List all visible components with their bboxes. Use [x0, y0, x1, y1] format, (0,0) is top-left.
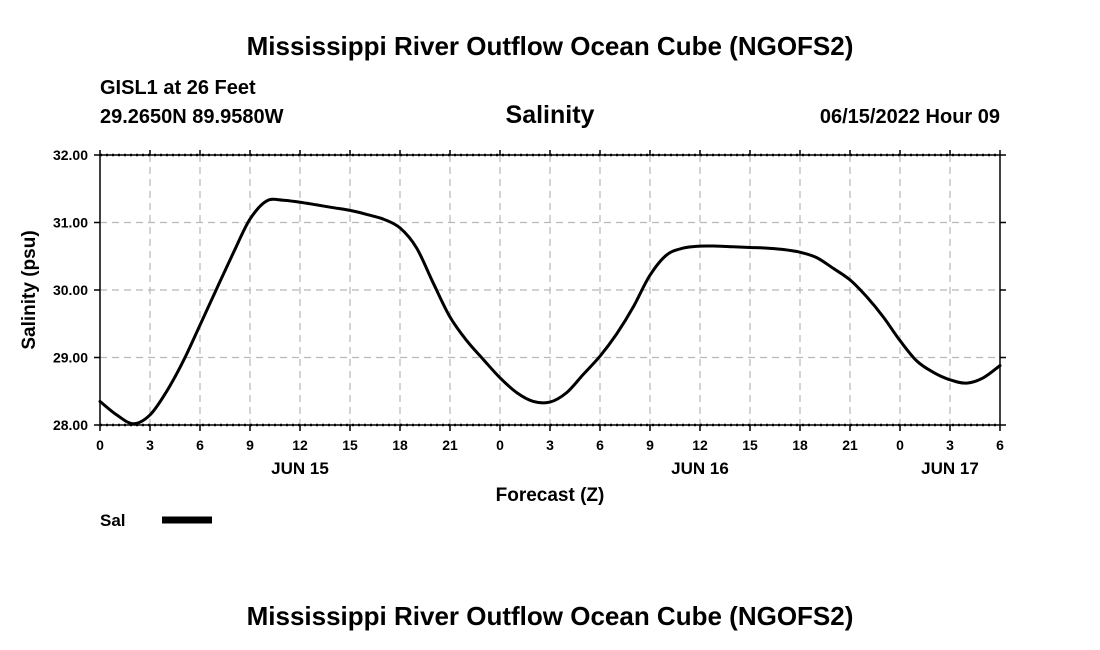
series-line-salinity — [98, 197, 1002, 426]
x-date-label: JUN 16 — [671, 459, 729, 478]
y-tick-label: 28.00 — [53, 417, 88, 433]
x-tick-label: 0 — [96, 437, 104, 453]
x-tick-label: 6 — [996, 437, 1004, 453]
x-tick-label: 3 — [946, 437, 954, 453]
y-tick-label: 31.00 — [53, 215, 88, 231]
x-tick-label: 9 — [646, 437, 654, 453]
x-tick-label: 15 — [342, 437, 358, 453]
y-axis-title: Salinity (psu) — [19, 230, 40, 349]
x-tick-label: 6 — [596, 437, 604, 453]
legend-label: Sal — [100, 511, 126, 530]
x-tick-label: 18 — [392, 437, 408, 453]
y-tick-label: 30.00 — [53, 282, 88, 298]
x-tick-label: 15 — [742, 437, 758, 453]
x-date-label: JUN 15 — [271, 459, 329, 478]
x-tick-label: 12 — [692, 437, 708, 453]
x-tick-label: 0 — [496, 437, 504, 453]
x-tick-label: 9 — [246, 437, 254, 453]
x-tick-label: 6 — [196, 437, 204, 453]
x-tick-label: 3 — [146, 437, 154, 453]
x-tick-label: 12 — [292, 437, 308, 453]
chart-title: Salinity — [505, 101, 595, 129]
forecast-datetime: 06/15/2022 Hour 09 — [819, 106, 1000, 128]
x-date-label: JUN 17 — [921, 459, 979, 478]
station-name: GISL1 at 26 Feet — [100, 77, 256, 99]
x-tick-label: 18 — [792, 437, 808, 453]
x-tick-label: 21 — [442, 437, 458, 453]
x-tick-label: 3 — [546, 437, 554, 453]
x-axis-title: Forecast (Z) — [496, 485, 605, 506]
station-coordinates: 29.2650N 89.9580W — [100, 106, 284, 128]
x-tick-label: 21 — [842, 437, 858, 453]
x-tick-label: 0 — [896, 437, 904, 453]
y-tick-label: 29.00 — [53, 350, 88, 366]
page-title-bottom: Mississippi River Outflow Ocean Cube (NG… — [246, 601, 854, 631]
page-title-top: Mississippi River Outflow Ocean Cube (NG… — [246, 31, 854, 61]
y-tick-label: 32.00 — [53, 147, 88, 163]
